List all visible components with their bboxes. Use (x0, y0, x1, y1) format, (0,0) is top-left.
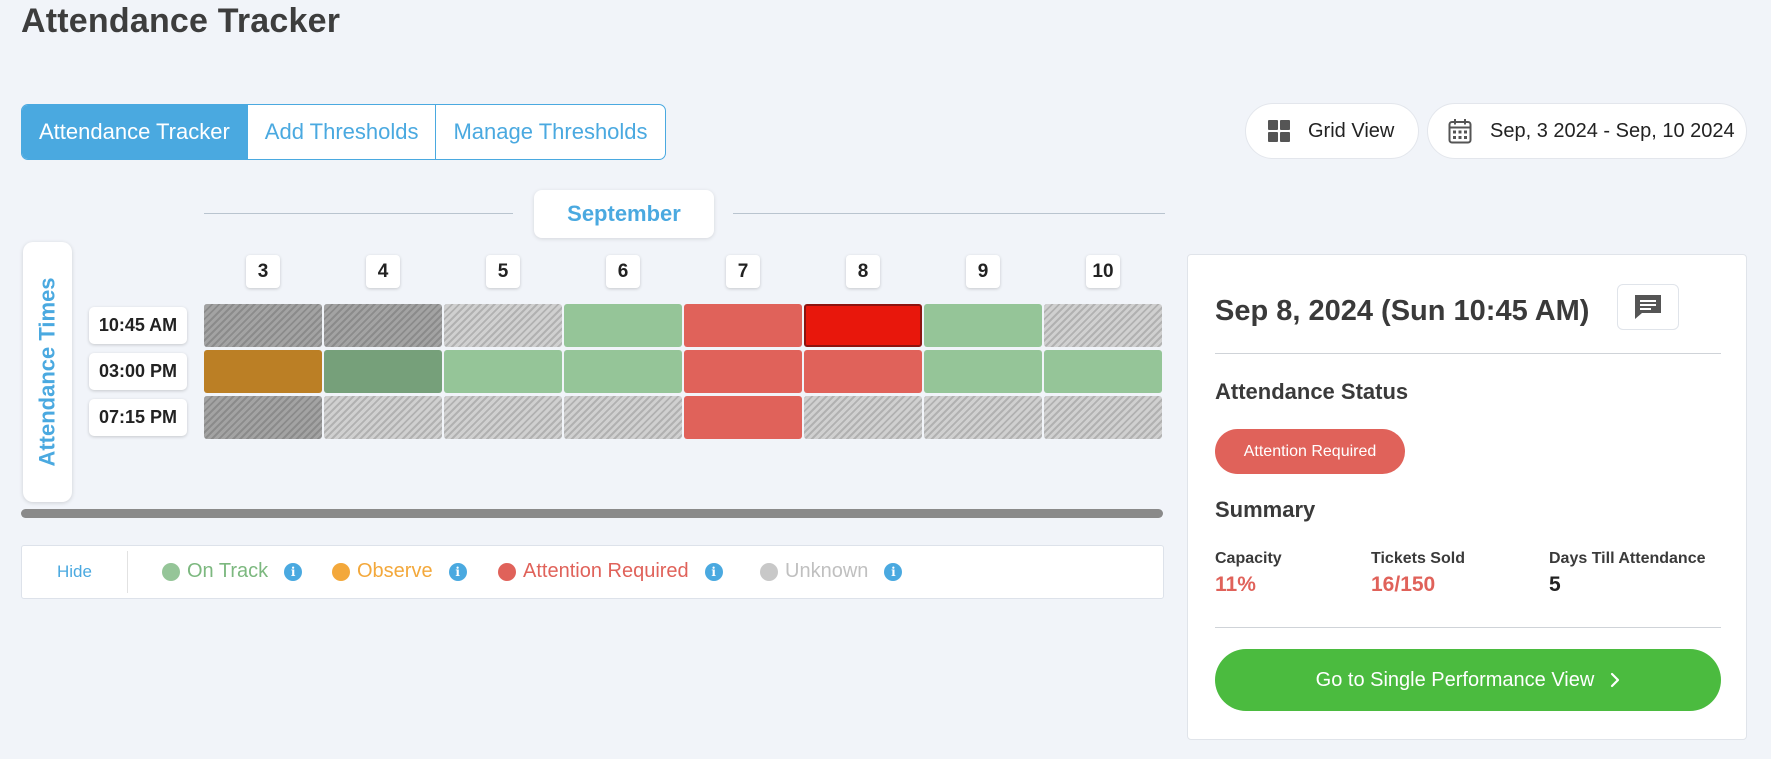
time-label: 10:45 AM (89, 307, 187, 344)
time-label: 07:15 PM (89, 399, 187, 436)
grid-cell-unknown[interactable] (1044, 396, 1162, 439)
grid-view-label: Grid View (1308, 119, 1395, 142)
grid-cell-on-track[interactable] (924, 304, 1042, 347)
legend-observe-label: Observe (357, 560, 433, 582)
attendance-times-label: Attendance Times (23, 242, 72, 502)
legend-item-attention: Attention Required i (498, 560, 723, 583)
grid-cell-unknown[interactable] (444, 304, 562, 347)
legend-item-unknown: Unknown i (760, 560, 903, 583)
grid-cell-attention-selected[interactable] (804, 304, 922, 347)
grid-cell-unknown[interactable] (444, 396, 562, 439)
days-till-label: Days Till Attendance (1549, 550, 1706, 567)
grid-cell-attention[interactable] (684, 350, 802, 393)
grid-cell-unknown-past[interactable] (204, 304, 322, 347)
capacity-value: 11% (1215, 573, 1256, 596)
detail-title: Sep 8, 2024 (Sun 10:45 AM) (1215, 295, 1590, 327)
grid-cell-on-track-past[interactable] (324, 350, 442, 393)
observe-dot-icon (332, 562, 350, 581)
grid-cell-attention[interactable] (804, 350, 922, 393)
legend-on-track-label: On Track (187, 560, 269, 582)
grid-cell-on-track[interactable] (924, 350, 1042, 393)
tab-bar: Attendance Tracker Add Thresholds Manage… (21, 104, 666, 160)
day-label-6: 6 (606, 255, 640, 288)
month-label: September (534, 190, 714, 238)
page-title: Attendance Tracker (21, 2, 341, 40)
tickets-sold-label: Tickets Sold (1371, 550, 1465, 567)
day-label-9: 9 (966, 255, 1000, 288)
day-label-3: 3 (246, 255, 280, 288)
calendar-icon (1448, 119, 1472, 144)
grid-cell-unknown[interactable] (1044, 304, 1162, 347)
days-till-value: 5 (1549, 573, 1561, 596)
month-divider-left (204, 213, 513, 214)
date-range-label: Sep, 3 2024 - Sep, 10 2024 (1490, 119, 1735, 142)
date-range-button[interactable]: Sep, 3 2024 - Sep, 10 2024 (1427, 103, 1747, 159)
legend-item-observe: Observe i (332, 560, 467, 583)
day-label-5: 5 (486, 255, 520, 288)
tab-manage-thresholds[interactable]: Manage Thresholds (453, 119, 648, 144)
horizontal-scrollbar[interactable] (21, 509, 1163, 518)
grid-cell-unknown[interactable] (924, 396, 1042, 439)
single-performance-view-label: Go to Single Performance View (1315, 668, 1595, 691)
legend-unknown-label: Unknown (785, 560, 869, 582)
info-icon[interactable]: i (448, 562, 467, 581)
detail-divider (1215, 353, 1721, 354)
legend-divider (127, 551, 128, 593)
tab-add-thresholds[interactable]: Add Thresholds (248, 105, 437, 159)
day-label-7: 7 (726, 255, 760, 288)
info-icon[interactable]: i (884, 562, 903, 581)
grid-cell-observe-past[interactable] (204, 350, 322, 393)
grid-icon (1268, 120, 1290, 142)
grid-cell-attention[interactable] (684, 304, 802, 347)
grid-cell-on-track[interactable] (564, 304, 682, 347)
grid-cell-unknown[interactable] (804, 396, 922, 439)
grid-cell-on-track[interactable] (564, 350, 682, 393)
info-icon[interactable]: i (284, 562, 303, 581)
info-icon[interactable]: i (704, 562, 723, 581)
summary-divider (1215, 627, 1721, 628)
grid-cell-unknown-past[interactable] (324, 304, 442, 347)
grid-cell-unknown[interactable] (564, 396, 682, 439)
performance-detail-card: Sep 8, 2024 (Sun 10:45 AM) Attendance St… (1187, 254, 1747, 740)
grid-cell-unknown[interactable] (324, 396, 442, 439)
legend-hide-button[interactable]: Hide (57, 562, 92, 581)
time-label: 03:00 PM (89, 353, 187, 390)
attendance-times-text: Attendance Times (34, 277, 60, 467)
tab-attendance-tracker[interactable]: Attendance Tracker (22, 105, 248, 159)
day-label-8: 8 (846, 255, 880, 288)
attention-dot-icon (498, 562, 516, 581)
single-performance-view-button[interactable]: Go to Single Performance View (1215, 649, 1721, 711)
capacity-label: Capacity (1215, 550, 1282, 567)
legend: Hide On Track i Observe i Attention Requ… (21, 545, 1164, 599)
tickets-sold-value: 16/150 (1371, 573, 1436, 596)
summary-heading: Summary (1215, 497, 1316, 522)
legend-item-on-track: On Track i (162, 560, 303, 583)
unknown-dot-icon (760, 562, 778, 581)
day-label-4: 4 (366, 255, 400, 288)
day-label-10: 10 (1086, 255, 1120, 288)
comment-icon (1635, 295, 1661, 319)
attendance-status-heading: Attendance Status (1215, 379, 1409, 404)
grid-cell-attention[interactable] (684, 396, 802, 439)
legend-attention-label: Attention Required (523, 560, 689, 582)
grid-cell-unknown-past[interactable] (204, 396, 322, 439)
status-badge: Attention Required (1215, 429, 1405, 474)
grid-cell-on-track[interactable] (444, 350, 562, 393)
grid-view-button[interactable]: Grid View (1245, 103, 1419, 159)
on-track-dot-icon (162, 562, 180, 581)
comment-button[interactable] (1617, 284, 1679, 330)
grid-cell-on-track[interactable] (1044, 350, 1162, 393)
chevron-right-icon (1611, 672, 1620, 688)
month-divider-right (733, 213, 1165, 214)
